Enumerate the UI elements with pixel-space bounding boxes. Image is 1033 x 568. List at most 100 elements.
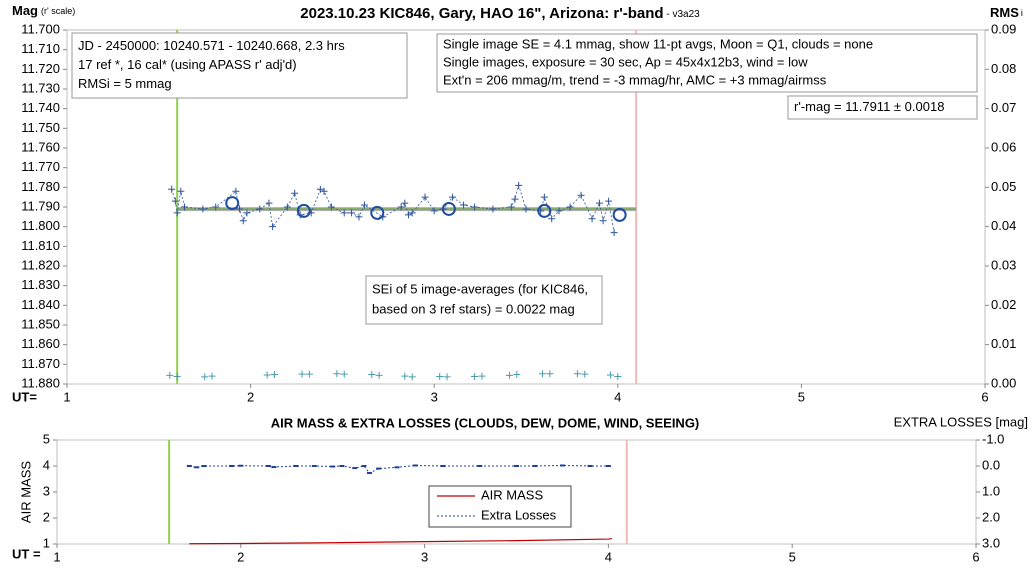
y2-tick-label: 3.0 bbox=[982, 535, 1000, 550]
y-axis-label: AIR MASS bbox=[18, 461, 33, 523]
y-tick-label: 11.760 bbox=[21, 139, 60, 154]
point-marker bbox=[269, 223, 277, 231]
point-marker bbox=[270, 371, 278, 379]
x-tick-label: 6 bbox=[981, 389, 988, 404]
point-marker bbox=[515, 181, 523, 189]
x-tick-label: 5 bbox=[798, 389, 805, 404]
point-marker bbox=[614, 373, 622, 381]
point-marker bbox=[368, 371, 376, 379]
y-tick-label: 11.780 bbox=[21, 179, 60, 194]
annotation-text: 17 ref *, 16 cal* (using APASS r' adj'd) bbox=[78, 57, 297, 72]
point-marker bbox=[316, 185, 324, 193]
point-marker bbox=[360, 201, 368, 209]
annotation-text: RMSi = 5 mmag bbox=[78, 76, 172, 91]
average-marker bbox=[296, 203, 311, 218]
y-tick-label: 11.870 bbox=[21, 356, 60, 371]
y-tick-label: 11.800 bbox=[21, 218, 60, 233]
point-marker bbox=[471, 373, 479, 381]
title-main: 2023.10.23 KIC846, Gary, HAO 16", Arizon… bbox=[300, 5, 663, 22]
point-marker bbox=[401, 199, 409, 207]
y-tick-label: 11.810 bbox=[21, 238, 60, 253]
y-tick-label: 11.850 bbox=[21, 316, 60, 331]
y-tick-label: 5 bbox=[43, 431, 50, 446]
point-marker bbox=[511, 195, 519, 203]
point-marker bbox=[166, 371, 174, 379]
y2-tick-label: 2.0 bbox=[982, 509, 1000, 524]
point-marker bbox=[430, 207, 438, 215]
y2-tick-label: 0.02 bbox=[991, 297, 1016, 312]
point-marker bbox=[408, 209, 416, 217]
point-marker bbox=[566, 203, 574, 211]
point-marker bbox=[173, 373, 181, 381]
y2-tick-label: 0.05 bbox=[991, 179, 1016, 194]
x-tick-label: 2 bbox=[247, 389, 254, 404]
y2-tick-label: 0.08 bbox=[991, 61, 1016, 76]
y2-tick-label: 0.09 bbox=[991, 21, 1016, 36]
y-label-main: Mag bbox=[12, 3, 38, 18]
annotation-text: JD - 2450000: 10240.571 - 10240.668, 2.3… bbox=[78, 38, 345, 53]
annotation-box bbox=[787, 95, 978, 120]
y-tick-label: 11.700 bbox=[21, 21, 60, 36]
y-axis-label: Mag (r' scale) bbox=[12, 3, 75, 18]
x-tick-label: 6 bbox=[972, 549, 979, 564]
y2-tick-label: 0.04 bbox=[991, 218, 1016, 233]
point-marker bbox=[401, 372, 409, 380]
annotation-text: r'-mag = 11.7911 ± 0.0018 bbox=[794, 99, 944, 114]
chart-title: 2023.10.23 KIC846, Gary, HAO 16", Arizon… bbox=[300, 5, 700, 22]
x-tick-label: 1 bbox=[53, 549, 60, 564]
y-tick-label: 11.880 bbox=[21, 375, 60, 390]
annotation-text: based on 3 ref stars) = 0.0022 mag bbox=[372, 301, 575, 316]
average-marker bbox=[441, 201, 456, 216]
y2-axis-label: EXTRA LOSSES [mag] bbox=[894, 414, 1028, 429]
x-tick-label: 5 bbox=[789, 549, 796, 564]
point-marker bbox=[471, 203, 479, 211]
annotation-text: Single images, exposure = 30 sec, Ap = 4… bbox=[443, 54, 808, 69]
legend-box bbox=[428, 485, 572, 528]
point-marker bbox=[540, 193, 548, 201]
x-axis-label: UT = bbox=[12, 546, 41, 561]
point-marker bbox=[460, 201, 468, 209]
point-marker bbox=[320, 187, 328, 195]
y-tick-label: 11.750 bbox=[21, 120, 60, 135]
annotation-text: Ext'n = 206 mmag/m, trend = -3 mmag/hr, … bbox=[443, 72, 827, 87]
point-marker bbox=[449, 193, 457, 201]
point-marker bbox=[232, 187, 240, 195]
point-marker bbox=[404, 211, 412, 219]
point-marker bbox=[168, 185, 176, 193]
y-tick-label: 11.770 bbox=[21, 159, 60, 174]
point-marker bbox=[201, 373, 209, 381]
average-marker bbox=[370, 205, 385, 220]
y-tick-label: 4 bbox=[43, 457, 50, 472]
series-line bbox=[171, 183, 615, 233]
point-marker bbox=[408, 373, 416, 381]
point-marker bbox=[573, 370, 581, 378]
x-axis-label: UT= bbox=[12, 389, 37, 404]
y2-tick-label: 0.03 bbox=[991, 257, 1016, 272]
point-marker bbox=[443, 373, 451, 381]
y-tick-label: 1 bbox=[43, 535, 50, 550]
average-marker bbox=[612, 207, 627, 222]
y2-tick-label: -1.0 bbox=[982, 431, 1004, 446]
point-marker bbox=[599, 217, 607, 225]
y-tick-label: 11.820 bbox=[21, 257, 60, 272]
point-marker bbox=[595, 199, 603, 207]
point-marker bbox=[283, 203, 291, 211]
point-marker bbox=[546, 370, 554, 378]
point-marker bbox=[355, 213, 363, 221]
y-tick-label: 3 bbox=[43, 483, 50, 498]
y-tick-label: 11.710 bbox=[21, 41, 60, 56]
y-tick-label: 11.790 bbox=[21, 198, 60, 213]
x-tick-label: 4 bbox=[605, 549, 612, 564]
y-tick-label: 11.840 bbox=[21, 297, 60, 312]
point-marker bbox=[199, 205, 207, 213]
y2-tick-label: 0.07 bbox=[991, 100, 1016, 115]
y2-tick-label: 0.00 bbox=[991, 375, 1016, 390]
point-marker bbox=[548, 215, 556, 223]
y2-tick-label: 1.0 bbox=[982, 483, 1000, 498]
point-marker bbox=[605, 197, 613, 205]
point-marker bbox=[436, 373, 444, 381]
point-marker bbox=[327, 203, 335, 211]
y2-label-main: RMS bbox=[990, 5, 1019, 20]
point-marker bbox=[243, 209, 251, 217]
